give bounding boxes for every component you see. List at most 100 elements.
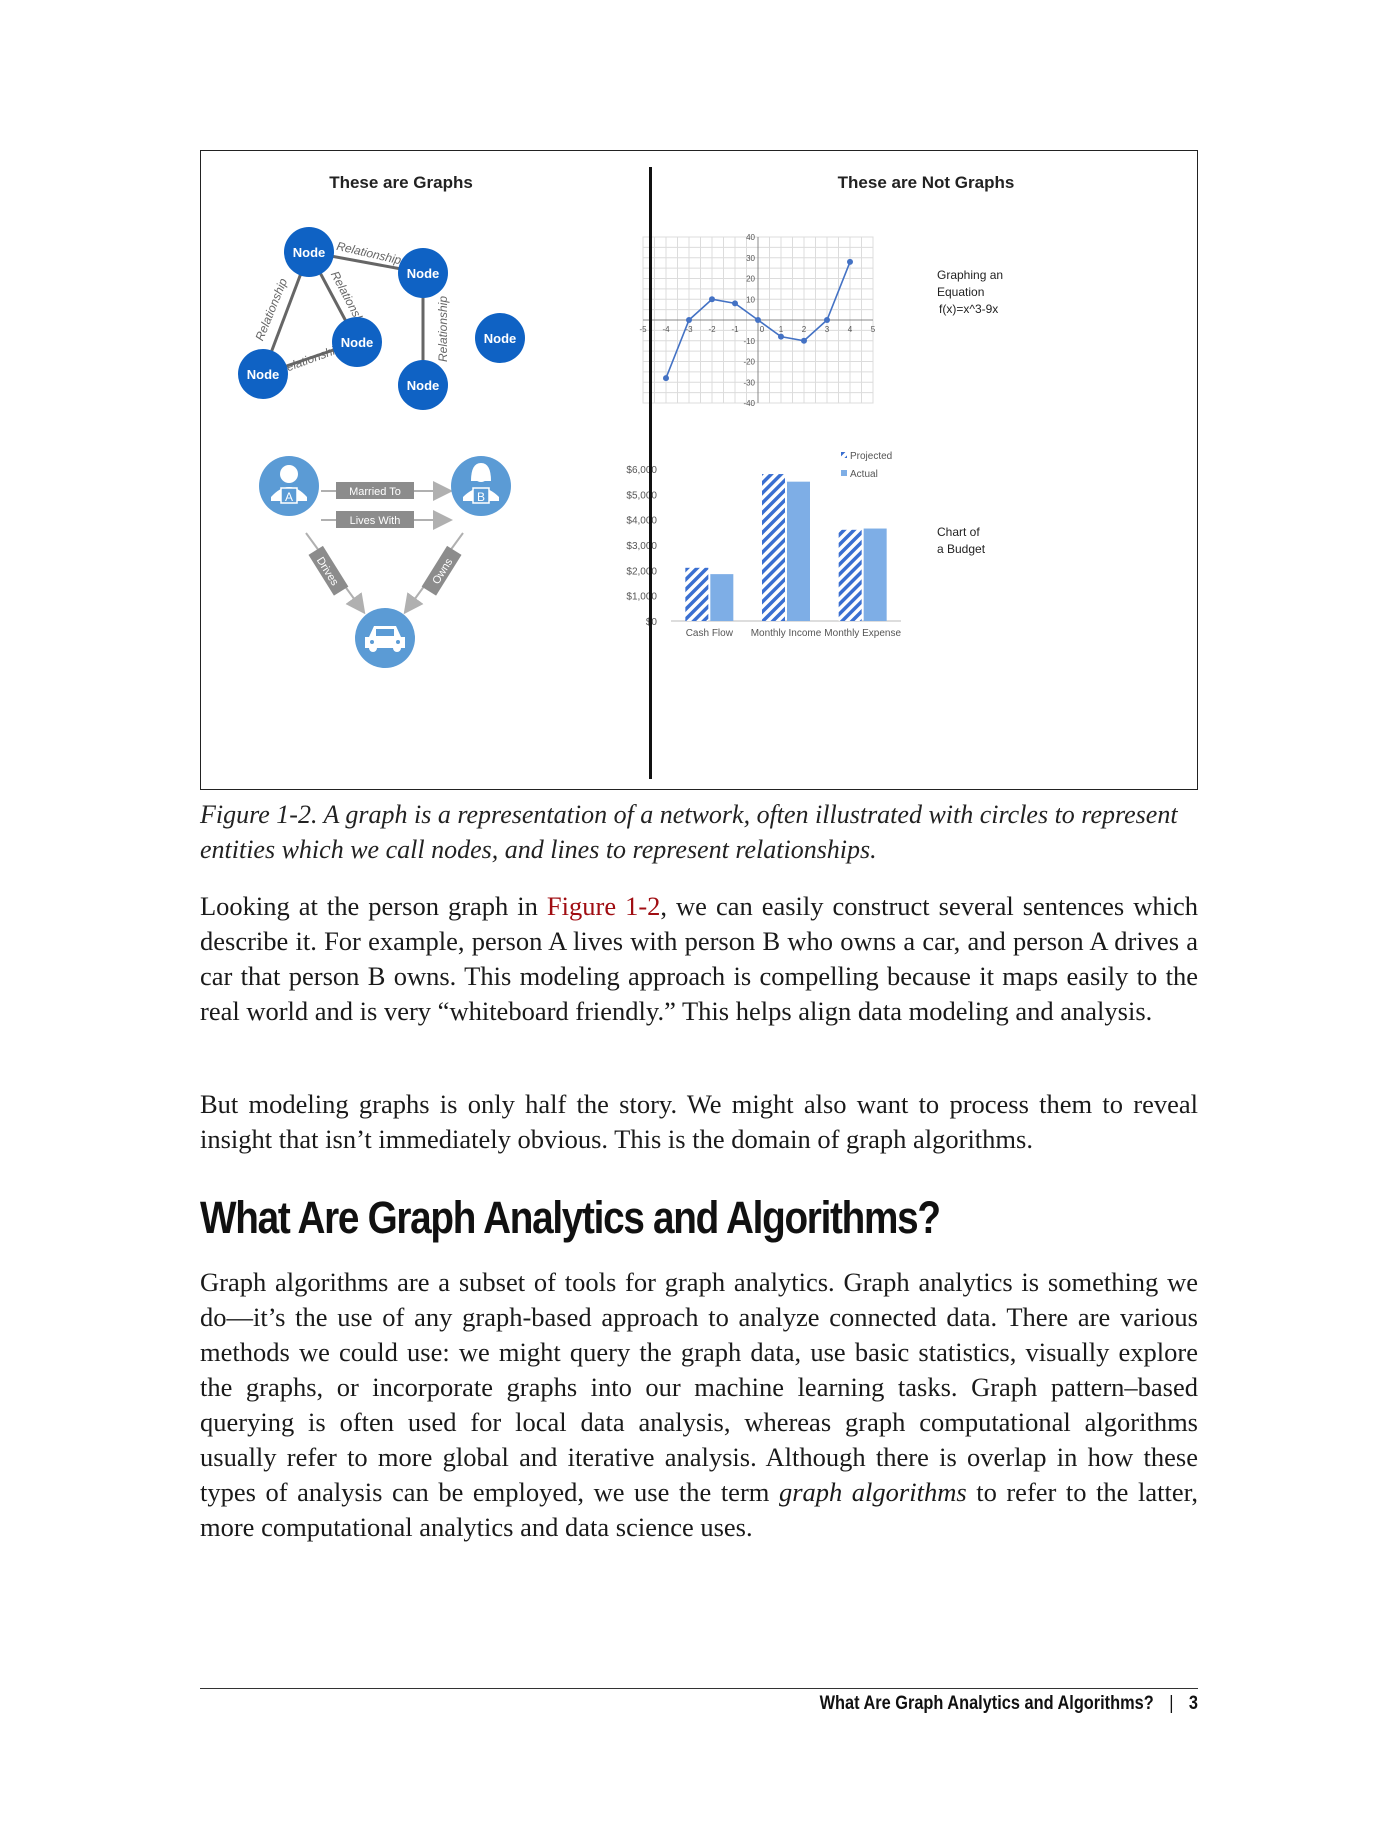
person-b-icon bbox=[463, 463, 499, 504]
equation-label-line-2: Equation bbox=[937, 285, 984, 299]
left-panel-title: These are Graphs bbox=[329, 173, 473, 192]
y-tick-label: 10 bbox=[746, 295, 755, 304]
paragraph-1: Looking at the person graph in Figure 1-… bbox=[200, 889, 1198, 1029]
footer-rule bbox=[200, 1688, 1198, 1689]
category-label: Cash Flow bbox=[686, 628, 734, 639]
x-tick-label: 2 bbox=[802, 325, 807, 334]
x-tick-label: 0 bbox=[760, 325, 765, 334]
node-label: Node bbox=[407, 378, 440, 393]
y-tick-label: 20 bbox=[746, 275, 755, 284]
x-tick-label: 1 bbox=[779, 325, 784, 334]
paragraph-1-lead: Looking at the person graph in bbox=[200, 891, 547, 921]
drives-badge bbox=[308, 545, 349, 596]
figure-1-2: These are Graphs These are Not Graphs Re… bbox=[200, 150, 1198, 790]
network-node bbox=[475, 313, 525, 363]
y-tick-label: $1,000 bbox=[626, 592, 657, 603]
person-graph: Married To Lives With Drives Owns A bbox=[259, 456, 511, 668]
x-tick-label: -2 bbox=[708, 325, 716, 334]
bar-actual bbox=[863, 528, 887, 621]
bar-actual bbox=[787, 481, 810, 621]
edge-label: Relationship bbox=[436, 296, 450, 362]
data-point bbox=[847, 258, 853, 265]
legend-swatch-actual bbox=[841, 470, 847, 476]
data-point bbox=[686, 317, 692, 323]
data-point bbox=[801, 337, 807, 344]
lives-with-badge bbox=[336, 511, 414, 528]
x-tick-label: -5 bbox=[639, 325, 647, 334]
category-label: Monthly Income bbox=[751, 628, 822, 639]
figure-caption: Figure 1-2. A graph is a representation … bbox=[200, 800, 1178, 864]
y-tick-label: 40 bbox=[746, 233, 755, 242]
lives-with-label: Lives With bbox=[350, 515, 401, 527]
bar-projected bbox=[838, 529, 862, 621]
network-graph: Relationship Relationship Relationship R… bbox=[238, 227, 525, 410]
bar-projected bbox=[762, 474, 785, 621]
owns-badge bbox=[421, 545, 462, 596]
paragraph-3-rest: to refer to the latter, more computation… bbox=[200, 1477, 1198, 1542]
x-tick-label: -1 bbox=[731, 325, 739, 334]
network-node bbox=[284, 227, 334, 277]
figure-canvas: These are Graphs These are Not Graphs Re… bbox=[238, 173, 1015, 668]
node-label: Node bbox=[484, 331, 517, 346]
y-tick-label: 30 bbox=[746, 254, 755, 263]
data-point bbox=[778, 333, 784, 340]
x-tick-label: 4 bbox=[848, 325, 853, 334]
data-point bbox=[709, 296, 715, 303]
data-point bbox=[732, 300, 738, 307]
y-tick-label: $2,000 bbox=[626, 566, 657, 577]
x-tick-label: 3 bbox=[825, 325, 830, 334]
budget-label-line-1: Chart of bbox=[937, 525, 980, 539]
node-label: Node bbox=[341, 335, 374, 350]
x-tick-label: -3 bbox=[685, 325, 693, 334]
married-to-label: Married To bbox=[349, 486, 401, 498]
page-footer: What Are Graph Analytics and Algorithms?… bbox=[820, 1693, 1198, 1715]
person-a-label: A bbox=[285, 490, 293, 504]
bar-projected bbox=[685, 567, 709, 621]
y-tick-label: $6,000 bbox=[626, 465, 657, 476]
category-label: Monthly Expense bbox=[824, 628, 901, 639]
equation-label-line-1: Graphing an bbox=[937, 268, 1003, 282]
paragraph-3: Graph algorithms are a subset of tools f… bbox=[200, 1265, 1198, 1545]
right-panel-title: These are Not Graphs bbox=[838, 173, 1015, 192]
budget-label-line-2: a Budget bbox=[937, 542, 986, 556]
person-a-icon bbox=[271, 465, 307, 504]
legend-swatch-projected bbox=[841, 452, 847, 458]
edge-label: Relationship bbox=[252, 276, 290, 343]
data-point bbox=[755, 317, 761, 323]
y-tick-label: $4,000 bbox=[626, 516, 657, 527]
bar-actual bbox=[710, 574, 734, 621]
paragraph-3-emphasis: graph algorithms bbox=[778, 1477, 967, 1507]
x-tick-label: -4 bbox=[662, 325, 670, 334]
car-icon bbox=[365, 626, 405, 652]
y-tick-label: -20 bbox=[743, 358, 755, 367]
y-tick-label: -10 bbox=[743, 337, 755, 346]
data-point bbox=[824, 317, 830, 323]
page-number: 3 bbox=[1188, 1693, 1198, 1714]
running-title: What Are Graph Analytics and Algorithms? bbox=[819, 1693, 1154, 1714]
section-heading: What Are Graph Analytics and Algorithms? bbox=[200, 1192, 941, 1243]
paragraph-1-rest: , we can easily construct several senten… bbox=[200, 891, 1198, 1026]
network-node bbox=[398, 248, 448, 298]
network-node bbox=[398, 360, 448, 410]
legend-label-projected: Projected bbox=[850, 451, 892, 462]
node-label: Node bbox=[407, 266, 440, 281]
y-tick-label: $5,000 bbox=[626, 490, 657, 501]
node-label: Node bbox=[293, 245, 326, 260]
person-b-label: B bbox=[477, 490, 485, 504]
y-tick-label: -30 bbox=[743, 378, 755, 387]
x-tick-label: 5 bbox=[871, 325, 876, 334]
married-to-badge bbox=[336, 482, 414, 499]
y-tick-label: -40 bbox=[743, 399, 755, 408]
network-node bbox=[238, 349, 288, 399]
node-label: Node bbox=[247, 367, 280, 382]
legend-label-actual: Actual bbox=[850, 469, 878, 480]
y-tick-label: $3,000 bbox=[626, 541, 657, 552]
paragraph-2: But modeling graphs is only half the sto… bbox=[200, 1089, 1198, 1154]
panel-divider bbox=[649, 167, 652, 779]
figure-reference-link[interactable]: Figure 1-2 bbox=[546, 891, 661, 921]
network-node bbox=[332, 317, 382, 367]
paragraph-3-lead: Graph algorithms are a subset of tools f… bbox=[200, 1267, 1198, 1507]
footer-separator: | bbox=[1169, 1693, 1174, 1714]
budget-bar-chart: $0$1,000$2,000$3,000$4,000$5,000$6,000Ca… bbox=[626, 451, 901, 639]
